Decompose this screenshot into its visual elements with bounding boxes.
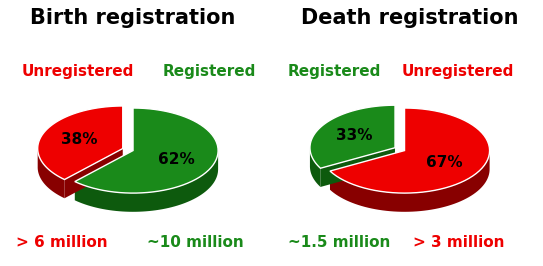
Text: Registered: Registered bbox=[288, 64, 381, 79]
Text: 67%: 67% bbox=[426, 155, 463, 170]
Polygon shape bbox=[65, 148, 123, 198]
Polygon shape bbox=[330, 150, 490, 212]
Text: Death registration: Death registration bbox=[301, 8, 519, 28]
Text: Unregistered: Unregistered bbox=[402, 64, 514, 79]
Polygon shape bbox=[320, 148, 395, 187]
Polygon shape bbox=[75, 151, 218, 212]
Text: > 3 million: > 3 million bbox=[413, 235, 504, 250]
Text: Registered: Registered bbox=[163, 64, 256, 79]
Text: Unregistered: Unregistered bbox=[22, 64, 134, 79]
Polygon shape bbox=[310, 105, 395, 168]
Polygon shape bbox=[330, 108, 490, 193]
Text: Birth registration: Birth registration bbox=[30, 8, 236, 28]
Text: ~1.5 million: ~1.5 million bbox=[288, 235, 390, 250]
Text: 38%: 38% bbox=[61, 132, 98, 147]
Polygon shape bbox=[75, 108, 218, 193]
Text: ~10 million: ~10 million bbox=[147, 235, 243, 250]
Text: > 6 million: > 6 million bbox=[16, 235, 108, 250]
Text: 33%: 33% bbox=[337, 128, 373, 143]
Polygon shape bbox=[37, 106, 123, 180]
Polygon shape bbox=[310, 148, 320, 187]
Text: 62%: 62% bbox=[158, 152, 195, 167]
Polygon shape bbox=[37, 149, 65, 198]
